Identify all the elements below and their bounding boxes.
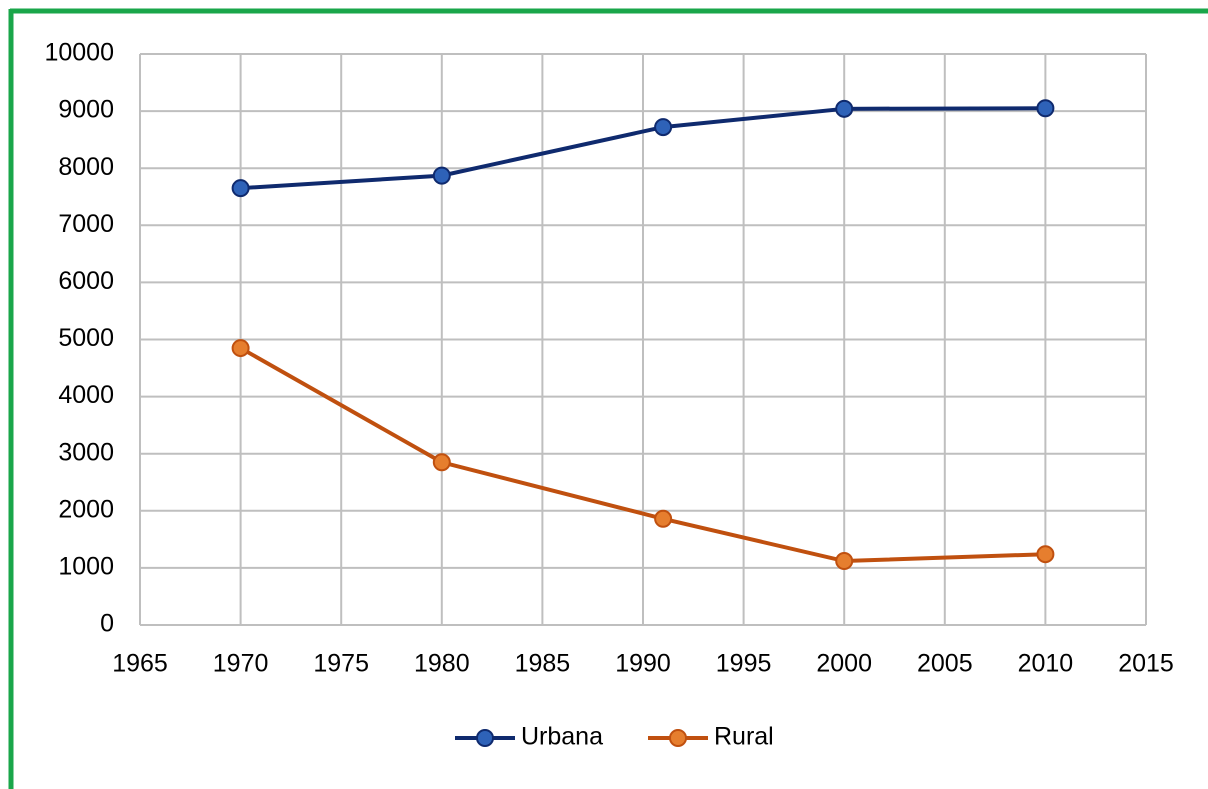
data-point — [1036, 99, 1055, 118]
y-tick-label: 10000 — [44, 39, 114, 67]
y-tick-label: 6000 — [58, 267, 114, 295]
x-tick-label: 1985 — [515, 650, 571, 678]
y-tick-label: 5000 — [58, 324, 114, 352]
x-tick-label: 1975 — [313, 650, 369, 678]
y-tick-label: 7000 — [58, 210, 114, 238]
legend-marker — [669, 729, 687, 747]
y-tick-label: 8000 — [58, 153, 114, 181]
y-tick-label: 0 — [100, 610, 114, 638]
x-tick-label: 1965 — [112, 650, 168, 678]
x-tick-label: 2010 — [1018, 650, 1074, 678]
y-tick-label: 9000 — [58, 96, 114, 124]
data-point — [654, 118, 673, 137]
x-tick-label: 1995 — [716, 650, 772, 678]
data-point — [231, 339, 250, 358]
y-tick-label: 1000 — [58, 553, 114, 581]
data-point — [432, 453, 451, 472]
y-tick-label: 3000 — [58, 438, 114, 466]
x-tick-label: 1970 — [213, 650, 269, 678]
data-point — [432, 166, 451, 185]
data-point — [654, 509, 673, 528]
x-tick-label: 1990 — [615, 650, 671, 678]
data-point — [835, 99, 854, 118]
legend-marker — [476, 729, 494, 747]
x-tick-label: 2000 — [816, 650, 872, 678]
x-tick-label: 2005 — [917, 650, 973, 678]
y-tick-label: 2000 — [58, 495, 114, 523]
x-tick-label: 2015 — [1118, 650, 1174, 678]
y-tick-label: 4000 — [58, 381, 114, 409]
x-tick-label: 1980 — [414, 650, 470, 678]
data-point — [1036, 545, 1055, 564]
data-point — [835, 552, 854, 571]
data-point — [231, 179, 250, 198]
legend-label: Rural — [714, 723, 774, 751]
legend-label: Urbana — [521, 723, 603, 751]
